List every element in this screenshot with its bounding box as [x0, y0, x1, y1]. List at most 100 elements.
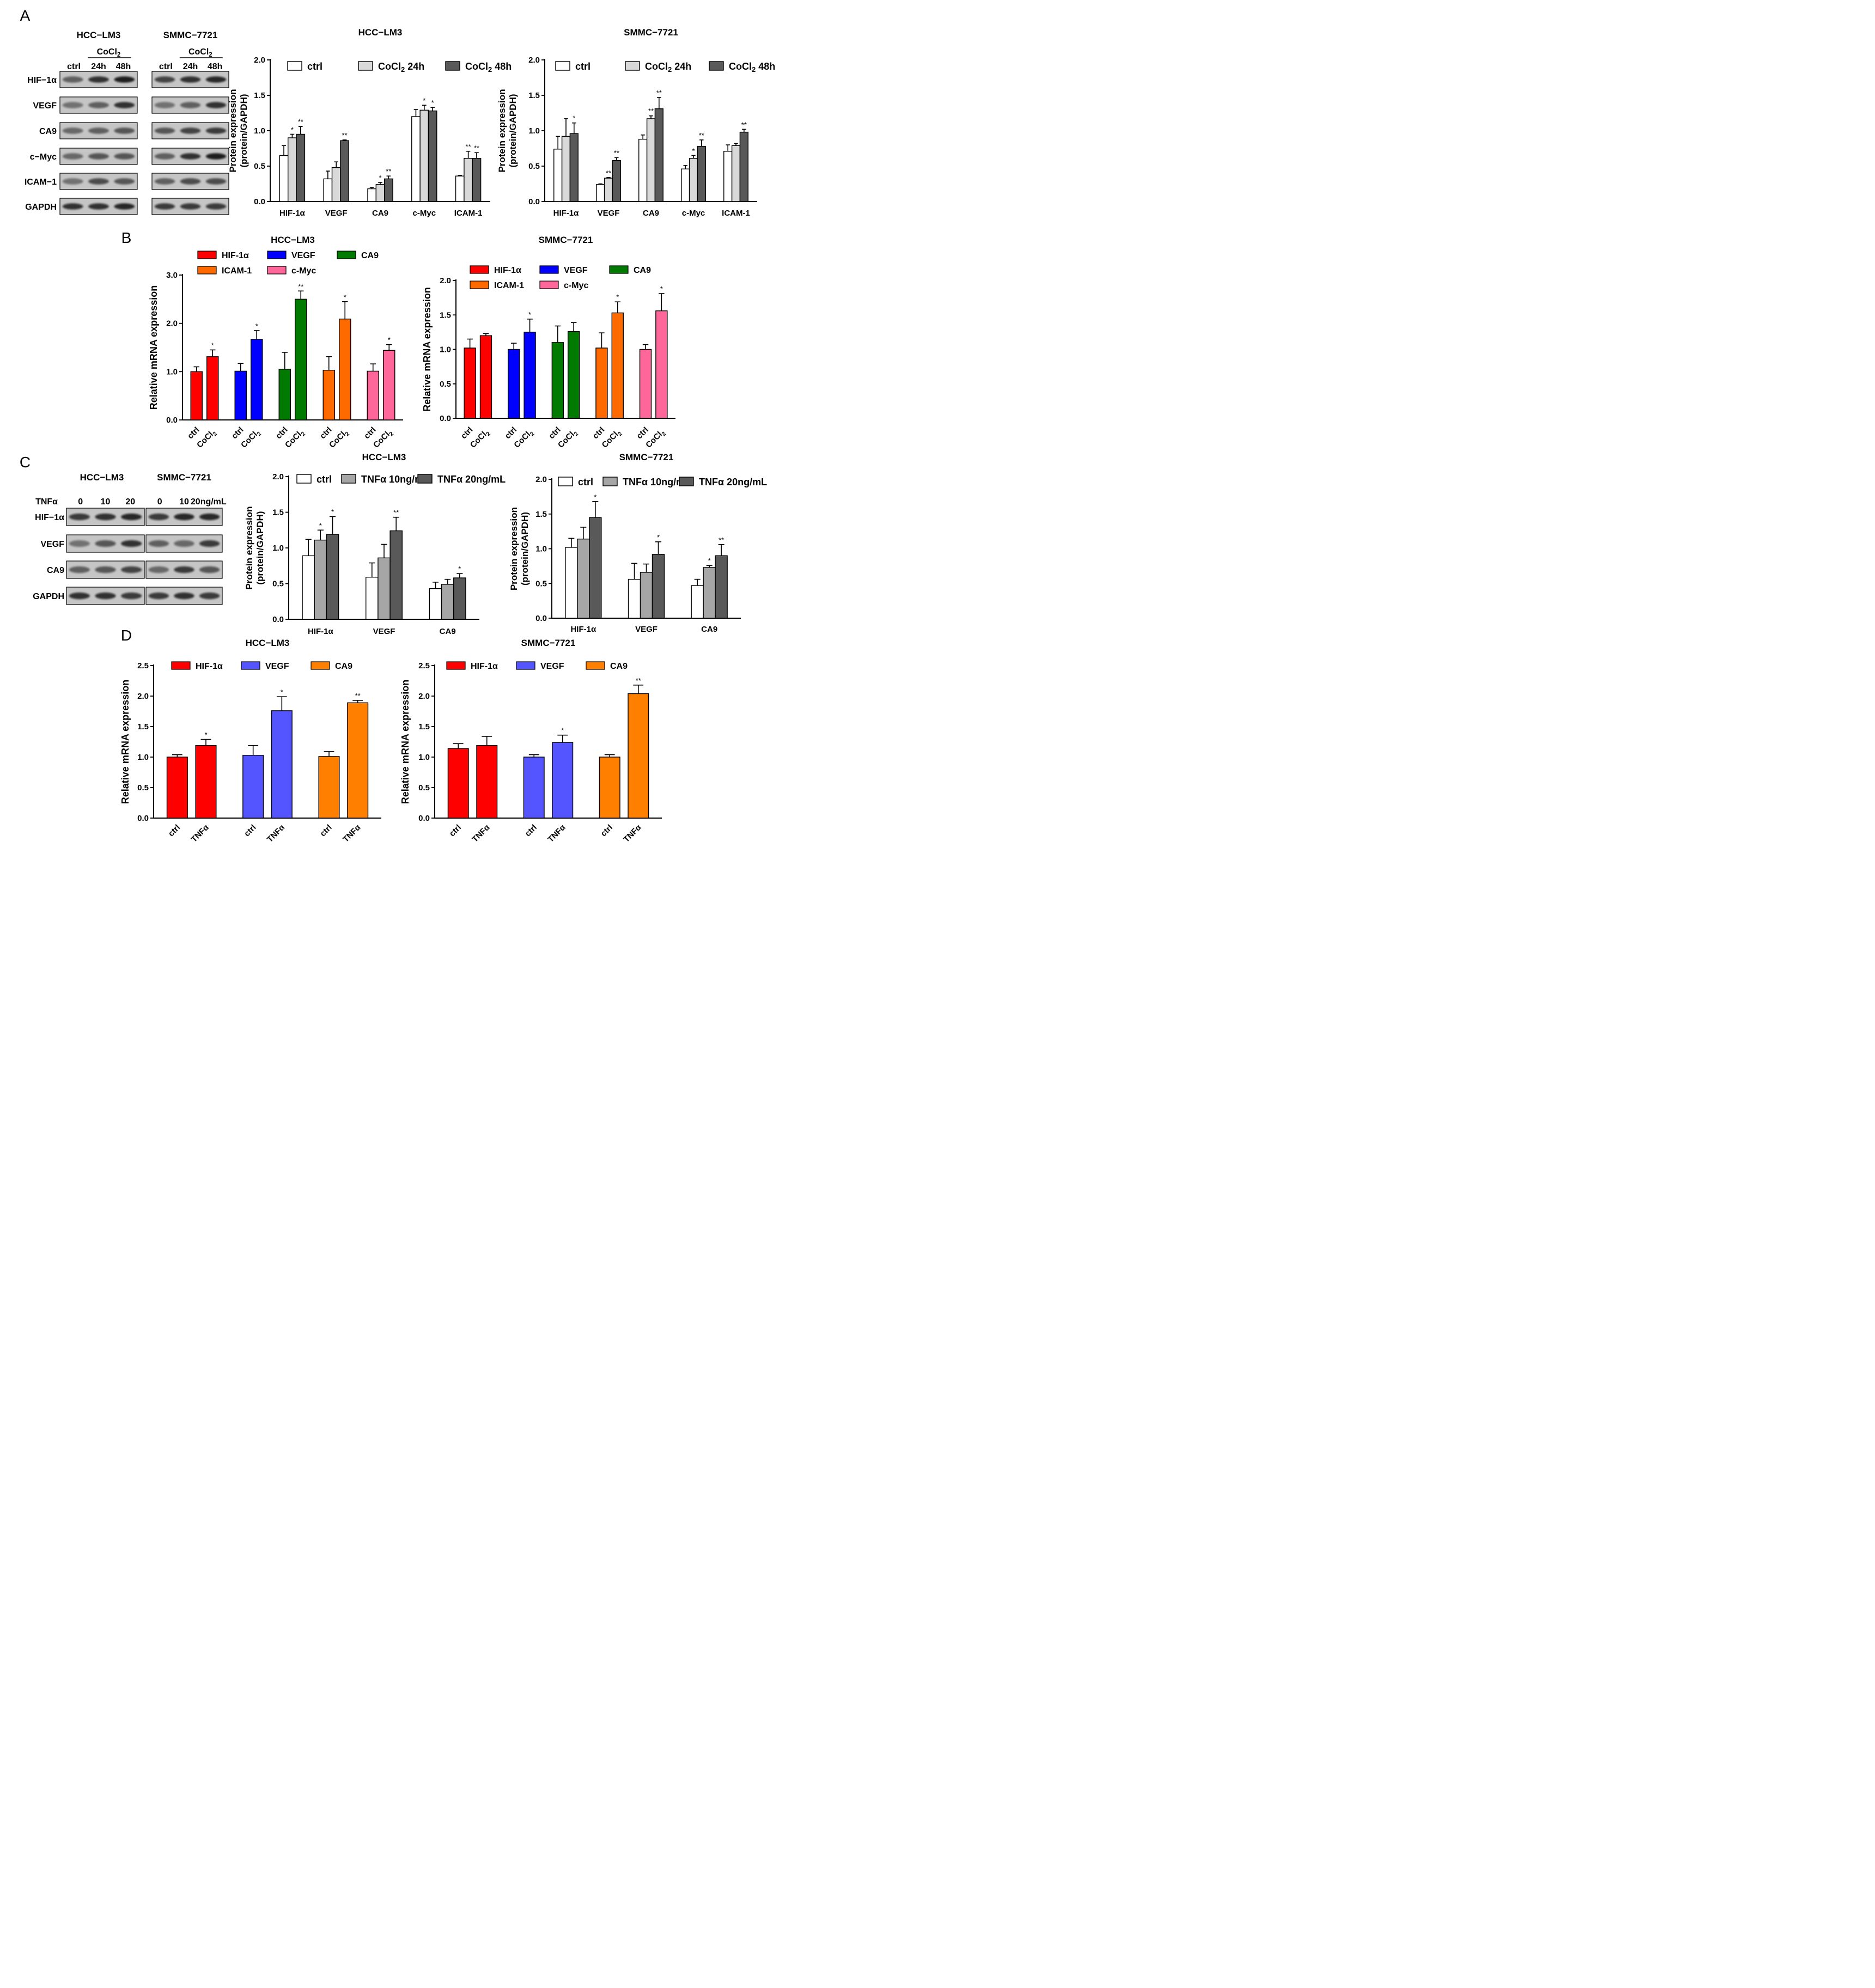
text-subscript: 2 — [209, 52, 212, 58]
bar — [689, 158, 698, 202]
blot-band — [95, 540, 116, 547]
blot-strip — [151, 96, 229, 114]
chart-d2: 0.0 0.5 1.0 1.5 2.0 2.5 SMMC−7721 Relative mRNA… — [400, 638, 662, 844]
bar — [691, 585, 704, 619]
text-main: TNFα 20ng/mL — [437, 474, 506, 485]
legend-label: HIF-1α — [196, 662, 223, 671]
significance-mark: * — [204, 731, 207, 739]
text-main: TNFα 10ng/mL — [361, 474, 429, 485]
text-subscript: 2 — [488, 65, 492, 74]
legend-label: VEGF — [540, 662, 564, 671]
blot-strip — [59, 173, 138, 190]
blot-treatment-label: CoCl2 — [188, 47, 212, 58]
x-category-label: VEGF — [635, 625, 658, 634]
y-tick-label: 2.0 — [272, 472, 284, 481]
legend-swatch — [267, 251, 287, 259]
x-treatment-label: TNFα — [265, 822, 287, 844]
blot-band — [199, 513, 220, 521]
blot-cell-line-title: HCC−LM3 — [77, 30, 121, 40]
legend-swatch — [558, 477, 573, 486]
significance-mark: ** — [393, 509, 399, 517]
bar — [323, 178, 333, 202]
significance-mark: ** — [648, 107, 654, 115]
bar — [567, 331, 580, 419]
blot-lane-label: 10 — [179, 497, 189, 507]
blot-band — [114, 102, 135, 108]
x-category-label: HIF-1α — [570, 625, 596, 634]
bar — [234, 370, 247, 420]
significance-mark: * — [573, 114, 575, 123]
chart-title: SMMC−7721 — [539, 235, 593, 245]
x-treatment-label: TNFα — [470, 822, 492, 844]
x-treatment-label: ctrl — [242, 823, 258, 839]
legend-label: ICAM-1 — [222, 266, 252, 276]
text-main: CoCl — [645, 61, 668, 72]
chart-b2: 0.0 0.5 1.0 1.5 2.0 SMMC−7721 Relative mRNA ex… — [422, 235, 675, 450]
significance-mark: ** — [614, 149, 619, 157]
y-tick-label: 2.0 — [440, 276, 451, 285]
blot-strip — [66, 508, 145, 526]
blot-band — [88, 127, 109, 134]
bar — [278, 369, 291, 420]
chart-c2: 0.0 0.5 1.0 1.5 2.0 SMMC−7721 Protein expressi… — [509, 452, 767, 634]
y-tick-label: 2.0 — [166, 319, 178, 328]
blot-band — [199, 540, 220, 547]
blot-band — [114, 203, 135, 210]
blot-band — [154, 203, 175, 210]
y-tick-label: 0.0 — [440, 414, 451, 423]
blot-protein-label: HIF−1α — [27, 76, 57, 85]
bar — [190, 371, 203, 420]
legend-swatch — [679, 477, 694, 486]
significance-mark: * — [458, 565, 461, 573]
legend-label: ctrl — [575, 61, 590, 72]
blot-band — [62, 178, 83, 185]
bar — [628, 578, 641, 619]
text-main: ctrl — [578, 477, 593, 487]
y-axis-label: (protein/GAPDH) — [508, 94, 518, 167]
significance-mark: ** — [474, 144, 479, 152]
legend-swatch — [358, 61, 373, 71]
y-axis-label: (protein/GAPDH) — [520, 512, 530, 586]
blot-lane-label: 24h — [91, 62, 106, 71]
blot-strip — [59, 96, 138, 114]
bar — [195, 745, 217, 819]
y-axis-label: Relative mRNA expression — [400, 680, 411, 804]
legend-label: ctrl — [578, 477, 593, 487]
blot-strip — [145, 534, 223, 553]
y-tick-label: 1.5 — [137, 722, 149, 731]
bar — [455, 175, 465, 202]
blot-band — [62, 127, 83, 134]
blot-band — [205, 127, 227, 134]
chart-title: HCC−LM3 — [246, 638, 290, 648]
y-tick-label: 0.5 — [535, 579, 547, 588]
bar — [646, 118, 656, 202]
text-main: ctrl — [575, 61, 590, 72]
x-treatment-label: ctrl — [274, 425, 290, 441]
y-tick-label: 1.5 — [528, 91, 540, 100]
legend-swatch — [625, 61, 640, 71]
text-main: CoCl — [97, 47, 117, 57]
blot-lane-label: ctrl — [159, 62, 173, 71]
bar — [639, 349, 652, 419]
blot-strip — [151, 122, 229, 139]
bar — [703, 567, 716, 619]
legend-label: TNFα 10ng/mL — [361, 474, 429, 485]
significance-mark: * — [692, 147, 695, 155]
bar — [561, 136, 571, 202]
y-tick-label: 1.5 — [254, 91, 265, 100]
y-tick-label: 0.0 — [418, 814, 430, 823]
text-main: TNFα 20ng/mL — [699, 477, 767, 487]
bar — [596, 184, 605, 202]
bar — [326, 534, 339, 620]
blot-band — [148, 513, 169, 521]
bar — [383, 178, 393, 202]
y-tick-label: 0.0 — [535, 614, 547, 623]
x-treatment-label: TNFα — [546, 822, 568, 844]
y-tick-label: 3.0 — [166, 271, 178, 280]
y-axis-label: Relative mRNA expression — [120, 680, 131, 804]
blot-band — [199, 592, 220, 600]
significance-mark: * — [660, 285, 663, 293]
bar — [419, 109, 429, 202]
blot-band — [114, 127, 135, 134]
